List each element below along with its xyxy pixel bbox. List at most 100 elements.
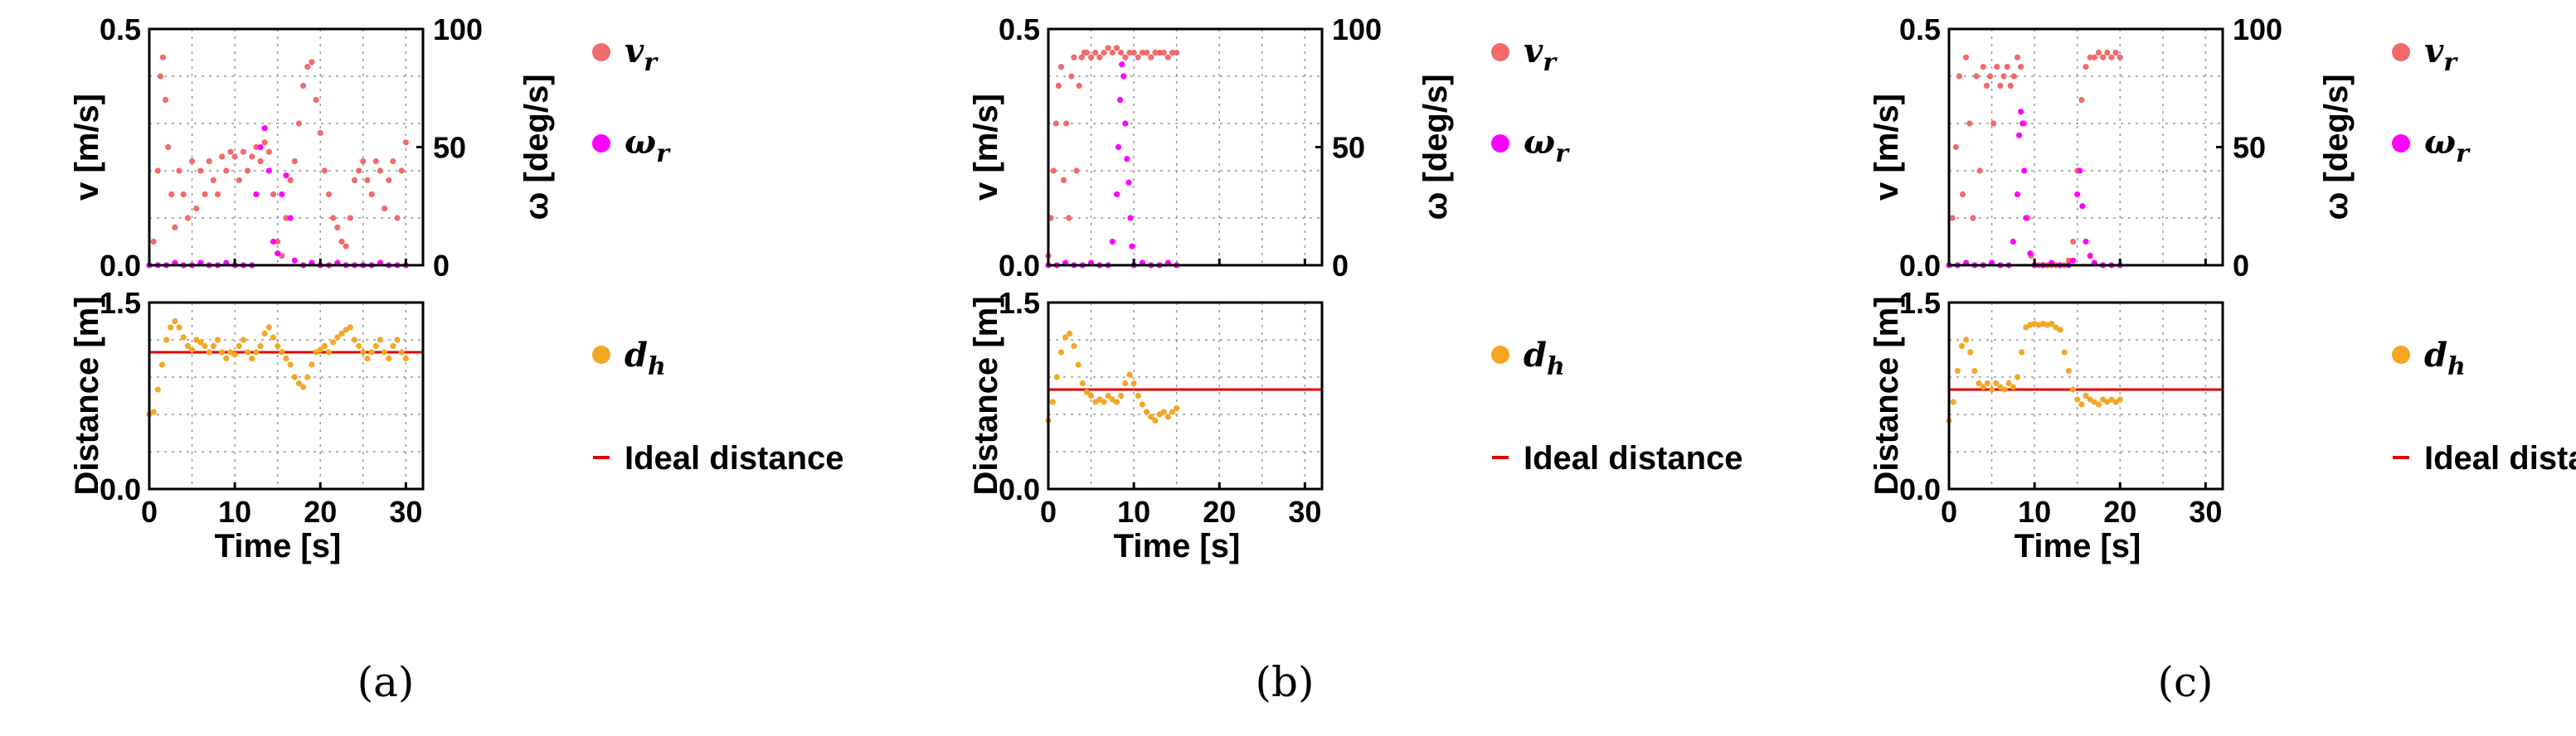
legend-marker <box>2392 43 2410 61</box>
data-point <box>1148 54 1154 61</box>
data-point <box>1113 45 1120 51</box>
x-tick-label: 0 <box>141 495 158 529</box>
data-point <box>1125 179 1132 186</box>
data-point <box>1105 45 1111 51</box>
data-point <box>257 143 264 151</box>
data-point <box>334 224 341 230</box>
panel-caption: (a) <box>357 658 415 706</box>
legend-label: Ideal distance <box>625 440 844 477</box>
left-y-tick-label: 0.0 <box>999 249 1040 283</box>
x-tick-label: 20 <box>304 495 337 529</box>
data-point <box>1980 64 1986 70</box>
data-point <box>180 334 187 341</box>
data-point <box>1130 49 1137 56</box>
legend-marker <box>1491 346 1509 364</box>
data-point <box>1139 401 1146 408</box>
data-point <box>206 158 212 165</box>
left-y-axis-label: v [m/s] <box>69 94 105 201</box>
series-ω-r <box>1946 109 2123 269</box>
data-point <box>313 96 319 104</box>
x-axis-label: Time [s] <box>2015 528 2141 564</box>
data-point <box>1148 414 1154 420</box>
data-point <box>398 349 405 356</box>
data-point <box>304 374 311 380</box>
data-point <box>168 191 175 198</box>
data-point <box>157 73 164 80</box>
data-point <box>227 148 234 155</box>
data-point <box>275 250 281 257</box>
data-point <box>283 215 289 221</box>
data-point <box>364 177 371 183</box>
data-point <box>1066 215 1072 221</box>
data-point <box>176 324 182 331</box>
series-ω-r <box>1045 61 1180 269</box>
data-point <box>154 386 161 393</box>
data-point <box>184 342 192 350</box>
data-point <box>351 177 358 183</box>
data-point <box>1954 367 1961 375</box>
legend-label: Ideal distance <box>1524 440 1743 477</box>
data-point <box>1071 54 1077 61</box>
x-tick-label: 20 <box>1203 495 1236 529</box>
right-y-tick-label: 0 <box>1332 249 1349 283</box>
data-point <box>2015 132 2023 138</box>
data-point <box>249 355 255 362</box>
data-point <box>253 143 260 151</box>
data-point <box>1068 73 1075 80</box>
data-point <box>1087 54 1095 61</box>
data-point <box>1970 215 1976 221</box>
data-point <box>2069 386 2077 393</box>
data-point <box>1126 49 1133 56</box>
data-point <box>197 339 204 346</box>
data-point <box>2000 73 2007 80</box>
legend-label: dh <box>1524 336 1565 381</box>
data-point <box>1067 330 1073 337</box>
left-y-tick-label: 0.0 <box>1899 249 1941 283</box>
data-point <box>300 384 307 390</box>
data-point <box>1124 156 1130 162</box>
data-point <box>1096 54 1103 61</box>
data-point <box>214 337 221 343</box>
data-point <box>2117 396 2123 403</box>
data-point <box>1983 82 1990 89</box>
data-point <box>202 191 208 198</box>
data-point <box>343 243 349 249</box>
data-point <box>386 177 392 183</box>
data-point <box>1976 167 1983 174</box>
data-point <box>1980 384 1986 390</box>
data-point <box>394 337 401 343</box>
data-point <box>265 148 272 155</box>
data-point <box>172 224 178 230</box>
data-point <box>1993 380 2000 387</box>
data-point <box>1078 54 1085 61</box>
legend-label: vr <box>1524 31 1558 77</box>
data-point <box>398 167 405 174</box>
data-point <box>1083 49 1091 56</box>
data-point <box>1950 399 1956 405</box>
data-point <box>1117 96 1124 104</box>
bottom-y-tick-label: 1.5 <box>999 286 1040 320</box>
data-point <box>1174 49 1180 56</box>
right-y-axis-label: ω [deg/s] <box>1417 74 1454 220</box>
data-point <box>1164 54 1171 61</box>
left-y-tick-label: 0.5 <box>1899 12 1941 46</box>
data-point <box>2018 109 2024 115</box>
data-point <box>386 355 392 362</box>
x-tick-label: 30 <box>1288 495 1321 529</box>
data-point <box>202 342 208 350</box>
data-point <box>154 167 161 174</box>
data-point <box>231 351 238 358</box>
legend-marker <box>592 43 610 61</box>
data-point <box>1057 64 1065 70</box>
x-tick-label: 10 <box>1117 495 1150 529</box>
data-point <box>372 158 379 165</box>
legend-marker <box>2392 346 2410 364</box>
data-point <box>2005 380 2012 387</box>
data-point <box>2087 54 2093 61</box>
data-point <box>291 257 298 264</box>
data-point <box>1135 54 1141 61</box>
data-point <box>2014 191 2021 198</box>
data-point <box>1174 404 1180 412</box>
